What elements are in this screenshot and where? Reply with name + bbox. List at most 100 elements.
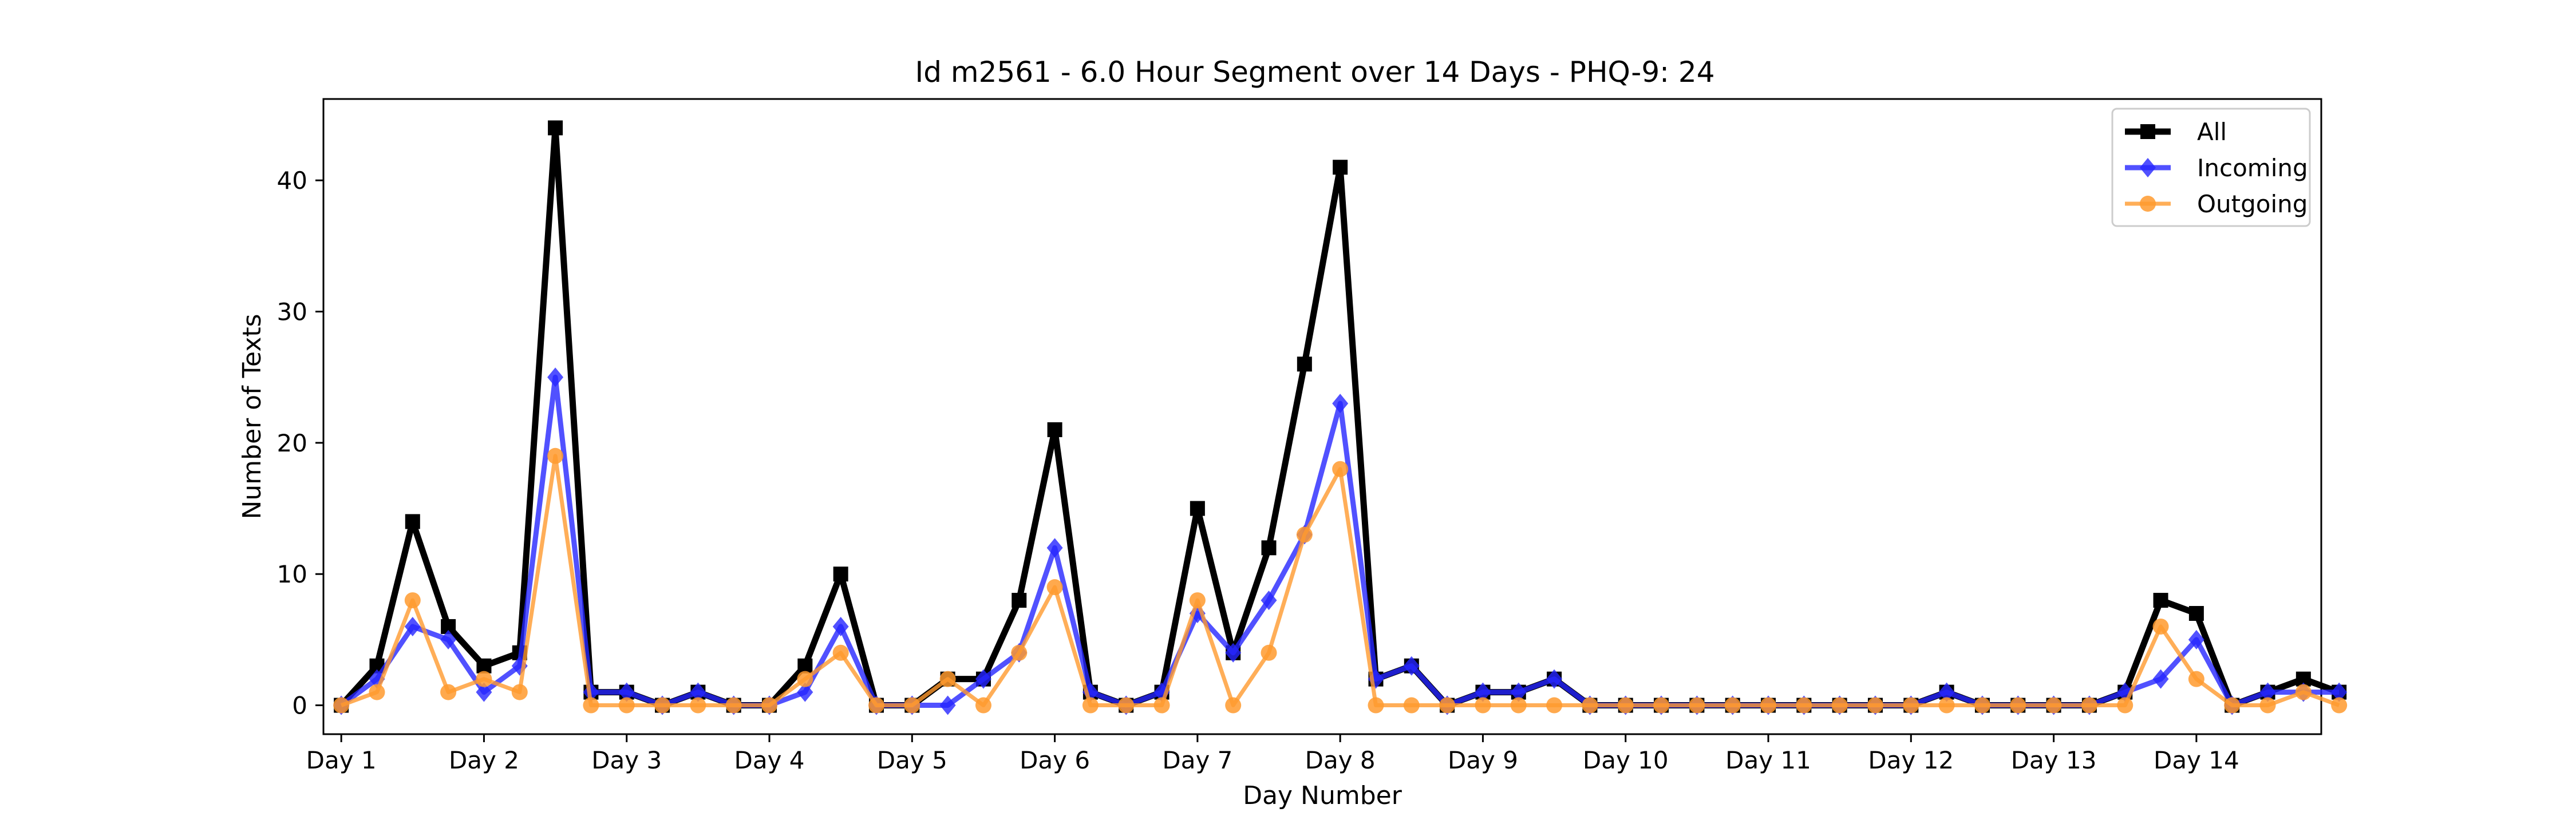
data-point-incoming bbox=[476, 682, 492, 702]
legend-label: All bbox=[2197, 118, 2227, 146]
data-point-outgoing bbox=[654, 697, 671, 714]
x-tick-label: Day 4 bbox=[734, 746, 805, 774]
data-point-outgoing bbox=[2224, 697, 2241, 714]
data-point-outgoing bbox=[583, 697, 599, 714]
data-point-outgoing bbox=[1724, 697, 1741, 714]
data-point-outgoing bbox=[2295, 684, 2312, 700]
data-point-all bbox=[1012, 593, 1027, 608]
data-point-outgoing bbox=[2259, 697, 2276, 714]
data-point-outgoing bbox=[1439, 697, 1456, 714]
data-point-outgoing bbox=[1296, 526, 1313, 543]
data-point-outgoing bbox=[2331, 697, 2348, 714]
data-point-all bbox=[548, 120, 563, 136]
legend-swatch-marker bbox=[2140, 124, 2155, 139]
data-point-outgoing bbox=[2045, 697, 2062, 714]
data-point-outgoing bbox=[2117, 697, 2134, 714]
data-point-incoming bbox=[1225, 643, 1242, 663]
x-tick-label: Day 12 bbox=[1868, 746, 1954, 774]
data-point-incoming bbox=[2259, 682, 2276, 702]
data-point-incoming bbox=[939, 695, 956, 715]
y-tick-label: 20 bbox=[277, 429, 307, 457]
data-point-outgoing bbox=[1689, 697, 1705, 714]
plot-area-frame bbox=[322, 98, 2322, 735]
data-point-incoming bbox=[1546, 669, 1563, 689]
data-point-incoming bbox=[547, 367, 564, 387]
data-point-all bbox=[1190, 501, 1205, 516]
legend-swatch-marker bbox=[2140, 196, 2156, 212]
data-point-incoming bbox=[797, 682, 813, 702]
data-point-outgoing bbox=[1510, 697, 1527, 714]
x-tick-label: Day 6 bbox=[1020, 746, 1090, 774]
data-point-all bbox=[1261, 540, 1277, 556]
data-point-outgoing bbox=[2081, 697, 2097, 714]
x-tick-label: Day 10 bbox=[1583, 746, 1669, 774]
data-point-outgoing bbox=[939, 671, 956, 687]
series-outgoing bbox=[333, 447, 2348, 714]
legend-entry-outgoing: Outgoing bbox=[2125, 190, 2308, 218]
x-axis-label: Day Number bbox=[1243, 781, 1402, 810]
data-point-outgoing bbox=[690, 697, 706, 714]
data-point-outgoing bbox=[404, 592, 421, 609]
x-tick-label: Day 14 bbox=[2154, 746, 2239, 774]
data-point-outgoing bbox=[333, 697, 350, 714]
data-point-outgoing bbox=[369, 684, 385, 700]
series-layer bbox=[333, 120, 2348, 715]
data-point-outgoing bbox=[868, 697, 884, 714]
legend-label: Incoming bbox=[2197, 154, 2308, 182]
y-tick-label: 10 bbox=[277, 560, 307, 588]
data-point-incoming bbox=[2188, 629, 2204, 649]
data-point-incoming bbox=[2331, 682, 2348, 702]
chart-title: Id m2561 - 6.0 Hour Segment over 14 Days… bbox=[915, 56, 1714, 89]
data-point-outgoing bbox=[1082, 697, 1099, 714]
data-point-outgoing bbox=[1046, 579, 1063, 596]
data-point-outgoing bbox=[1153, 697, 1170, 714]
x-tick-label: Day 11 bbox=[1725, 746, 1811, 774]
data-point-outgoing bbox=[1867, 697, 1883, 714]
data-point-outgoing bbox=[1332, 461, 1349, 477]
data-point-all bbox=[797, 658, 813, 674]
data-point-incoming bbox=[1332, 394, 1349, 414]
data-point-outgoing bbox=[1261, 644, 1277, 661]
legend: All Incoming Outgoing bbox=[2111, 108, 2311, 227]
data-point-all bbox=[405, 514, 420, 529]
legend-entry-incoming: Incoming bbox=[2125, 154, 2308, 182]
data-point-outgoing bbox=[476, 671, 492, 687]
data-point-outgoing bbox=[725, 697, 742, 714]
data-point-incoming bbox=[690, 682, 706, 702]
data-point-all bbox=[2188, 606, 2204, 621]
data-point-outgoing bbox=[2010, 697, 2026, 714]
data-point-incoming bbox=[440, 629, 457, 649]
y-axis: 0 10 20 30 40 bbox=[277, 167, 323, 720]
data-point-all bbox=[476, 658, 492, 674]
data-point-outgoing bbox=[1546, 697, 1563, 714]
legend-entry-all: All bbox=[2125, 118, 2227, 146]
y-tick-label: 30 bbox=[277, 298, 307, 326]
x-tick-label: Day 1 bbox=[306, 746, 377, 774]
x-tick-label: Day 2 bbox=[449, 746, 519, 774]
data-point-outgoing bbox=[832, 644, 849, 661]
data-point-all bbox=[2153, 593, 2168, 608]
data-point-outgoing bbox=[1653, 697, 1670, 714]
data-point-outgoing bbox=[1118, 697, 1135, 714]
data-point-outgoing bbox=[1760, 697, 1777, 714]
data-point-outgoing bbox=[1938, 697, 1955, 714]
data-point-incoming bbox=[1475, 682, 1491, 702]
data-point-all bbox=[1047, 422, 1062, 437]
data-point-outgoing bbox=[618, 697, 635, 714]
data-point-outgoing bbox=[761, 697, 778, 714]
data-point-incoming bbox=[1046, 538, 1063, 558]
legend-label: Outgoing bbox=[2197, 190, 2308, 218]
data-point-outgoing bbox=[1903, 697, 1919, 714]
data-point-outgoing bbox=[1974, 697, 1990, 714]
y-tick-label: 40 bbox=[277, 167, 307, 195]
data-point-incoming bbox=[2152, 669, 2169, 689]
data-point-incoming bbox=[1261, 591, 1277, 611]
data-point-outgoing bbox=[511, 684, 528, 700]
data-point-incoming bbox=[975, 669, 991, 689]
data-point-outgoing bbox=[1225, 697, 1242, 714]
data-point-all bbox=[1333, 160, 1348, 175]
data-point-outgoing bbox=[1189, 592, 1206, 609]
data-point-outgoing bbox=[1475, 697, 1491, 714]
data-point-incoming bbox=[1938, 682, 1955, 702]
